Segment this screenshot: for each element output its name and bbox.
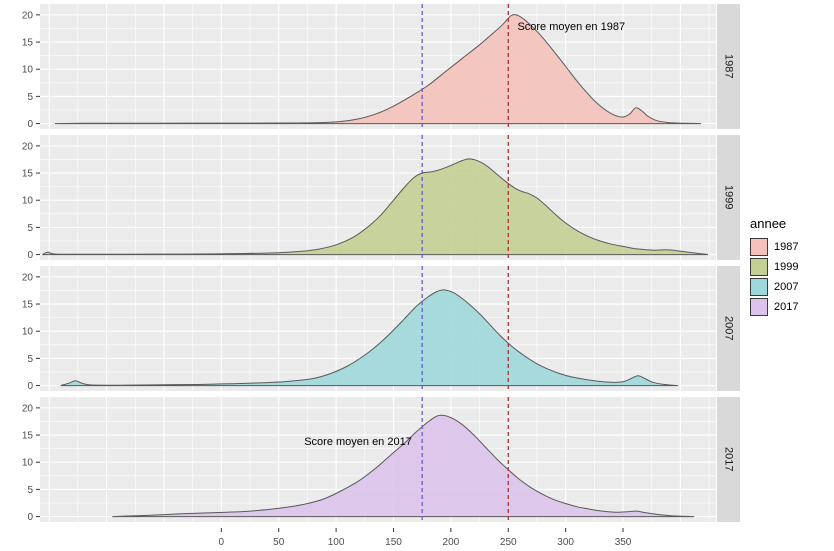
y-tick-label: 20 (22, 141, 34, 152)
x-tick-label: 50 (273, 537, 285, 548)
plot-area: 0 5 10 15 20 Score moyen en 1987 1987 0 5 10 15… (0, 4, 744, 551)
panel-2017: Score moyen en 2017 (40, 397, 716, 522)
annotation-text: Score moyen en 2017 (304, 436, 412, 448)
x-tick-label: 350 (615, 537, 632, 548)
y-tick-label: 15 (22, 431, 34, 442)
legend-swatch-1987 (750, 237, 768, 256)
y-tick-label: 20 (22, 403, 34, 414)
x-tick-label: 250 (500, 537, 517, 548)
facet-row-2007: 0 5 10 15 20 2007 (0, 266, 744, 391)
y-tick-label: 5 (27, 485, 33, 496)
y-tick-label: 20 (22, 272, 34, 283)
legend-label: 1999 (774, 260, 799, 273)
y-tick-label: 5 (27, 223, 33, 234)
density-curve-2017 (112, 414, 695, 518)
y-tick-label: 0 (27, 119, 33, 129)
x-tick-label: 200 (443, 537, 460, 548)
density-curve-1999 (42, 158, 709, 256)
x-tick-label: 0 (219, 537, 225, 548)
panel-2007 (40, 266, 716, 391)
facet-strip-label: 1987 (722, 54, 735, 79)
legend-title: annee (750, 215, 787, 231)
facet-row-1987: 0 5 10 15 20 Score moyen en 1987 1987 (0, 4, 744, 129)
facet-strip-1987: 1987 (717, 4, 740, 129)
annotation-text: Score moyen en 1987 (517, 21, 625, 33)
legend-swatch-2007 (750, 277, 768, 296)
y-tick-label: 20 (22, 10, 34, 21)
legend-swatch-1999 (750, 257, 768, 276)
y-tick-label: 10 (22, 65, 34, 76)
y-tick-label: 15 (22, 169, 34, 180)
facet-strip-label: 2017 (722, 447, 735, 472)
y-axis-2007: 0 5 10 15 20 (22, 272, 40, 391)
legend-item-2007: 2007 (750, 277, 830, 296)
panel-1987: Score moyen en 1987 (40, 4, 716, 129)
y-tick-label: 10 (22, 327, 34, 338)
y-tick-label: 5 (27, 354, 33, 365)
y-tick-label: 10 (22, 458, 34, 469)
x-tick-label: 100 (328, 537, 345, 548)
facet-row-2017: 0 5 10 15 20 Score moyen en 2017 2017 (0, 397, 744, 522)
x-tick-label: 150 (385, 537, 402, 548)
panel-1999 (40, 135, 716, 260)
legend-item-1987: 1987 (750, 237, 830, 256)
legend-label: 2007 (774, 280, 799, 293)
density-curve-1987 (54, 14, 702, 125)
x-axis: 0 50 100 150 200 250 300 350 (219, 528, 632, 548)
y-tick-label: 15 (22, 300, 34, 311)
facet-strip-label: 1999 (722, 185, 735, 210)
facet-row-1999: 0 5 10 15 20 1999 (0, 135, 744, 260)
y-axis-1987: 0 5 10 15 20 (22, 10, 40, 129)
y-tick-label: 0 (27, 512, 33, 522)
facet-strip-label: 2007 (722, 316, 735, 341)
legend-label: 1987 (774, 240, 799, 253)
legend-swatch-2017 (750, 297, 768, 316)
y-axis-1999: 0 5 10 15 20 (22, 141, 40, 260)
y-tick-label: 10 (22, 196, 34, 207)
legend-item-2017: 2017 (750, 297, 830, 316)
facet-strip-1999: 1999 (717, 135, 740, 260)
facet-strip-2007: 2007 (717, 266, 740, 391)
y-tick-label: 5 (27, 92, 33, 103)
y-tick-label: 15 (22, 38, 34, 49)
y-axis-2017: 0 5 10 15 20 (22, 403, 40, 522)
legend: annee 1987 1999 2007 2017 (744, 4, 830, 529)
density-curve-2007 (60, 289, 679, 387)
x-tick-label: 300 (557, 537, 574, 548)
legend-item-1999: 1999 (750, 257, 830, 276)
y-tick-label: 0 (27, 381, 33, 391)
legend-label: 2017 (774, 300, 799, 313)
facet-strip-2017: 2017 (717, 397, 740, 522)
y-tick-label: 0 (27, 250, 33, 260)
